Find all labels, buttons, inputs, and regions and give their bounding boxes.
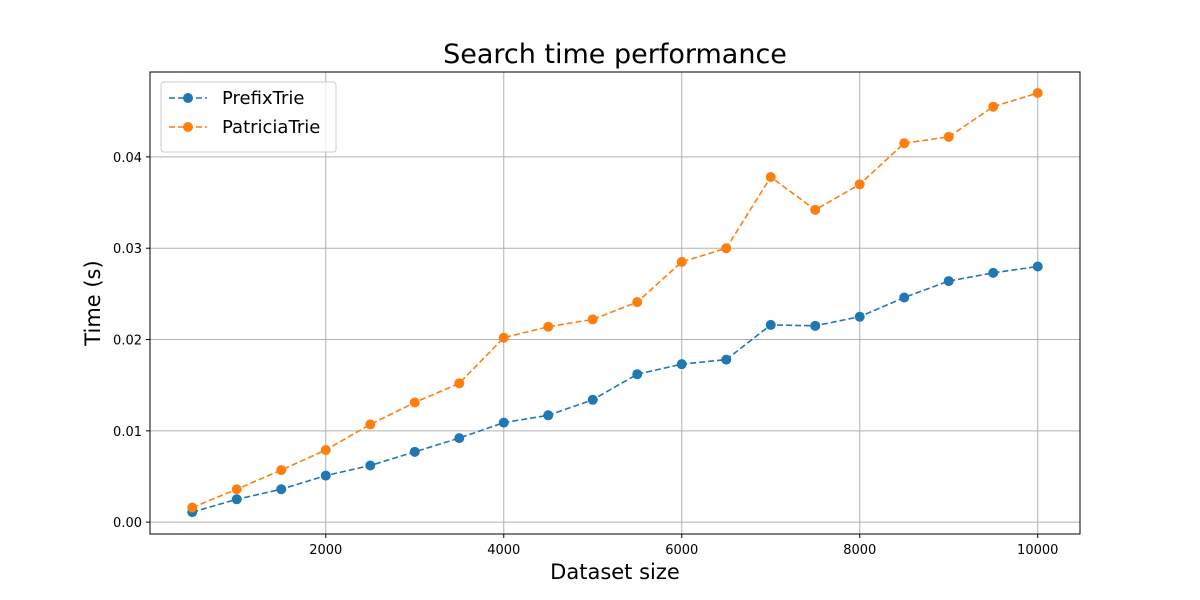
data-point [365,460,376,471]
data-point [988,267,999,278]
x-tick-label: 4000 [487,543,520,558]
data-point [454,433,465,444]
data-point [409,397,420,408]
x-tick-label: 10000 [1017,543,1058,558]
legend-label: PrefixTrie [222,88,304,109]
data-point [1032,88,1043,98]
y-tick-label: 0.04 [113,151,142,166]
x-tick-label: 8000 [843,543,876,558]
legend-item: PrefixTrie [169,88,304,109]
data-point [231,494,242,505]
series-line [191,92,1038,509]
data-point [899,138,910,149]
legend-item: PatriciaTrie [169,117,320,138]
data-point [409,446,420,457]
legend-label: PatriciaTrie [222,117,320,138]
data-point [276,465,287,476]
grid [150,72,1080,534]
data-point [543,321,554,332]
y-tick-label: 0.02 [113,334,142,349]
data-point [721,243,732,254]
data-point [187,502,198,513]
data-point [810,204,821,215]
y-tick-label: 0.01 [113,425,142,440]
legend-marker [183,122,193,132]
data-point [543,410,554,421]
data-point [632,369,643,380]
data-point [988,101,999,112]
y-axis-label: Time (s) [81,260,105,346]
data-point [943,276,954,287]
data-point [676,359,687,370]
x-tick-label: 2000 [309,543,342,558]
x-axis-label: Dataset size [550,560,680,584]
series-line [192,265,1038,513]
data-point [365,419,376,430]
data-point [231,484,242,495]
x-tick-label: 6000 [665,543,698,558]
data-point [943,131,954,142]
data-point [632,297,643,308]
y-tick-label: 0.00 [113,516,142,531]
data-point [587,394,598,405]
legend-box [160,81,337,153]
data-point [587,314,598,325]
axis-ticks: 2000 4000 6000 8000 10000 0.00 0.01 0.02 0.03 0.0… [113,151,1058,558]
legend-marker [183,93,193,103]
y-tick-label: 0.03 [113,242,142,257]
data-point [454,378,465,389]
data-point [320,470,331,481]
data-point [721,354,732,365]
data-point [810,320,821,331]
data-point [320,445,331,455]
plot-frame [149,71,1081,535]
data-point [765,319,776,330]
data-point [498,417,509,428]
data-point [1032,261,1043,272]
data-point [854,179,865,190]
data-point [899,292,910,303]
legend: PrefixTrie PatriciaTrie [160,81,337,153]
plot-series [187,88,1043,518]
series-patriciatrie [187,88,1043,513]
data-point [498,332,509,343]
data-point [676,256,687,267]
data-point [765,172,776,182]
data-point [854,311,865,322]
chart-title: Search time performance [443,39,787,70]
data-point [276,484,287,495]
